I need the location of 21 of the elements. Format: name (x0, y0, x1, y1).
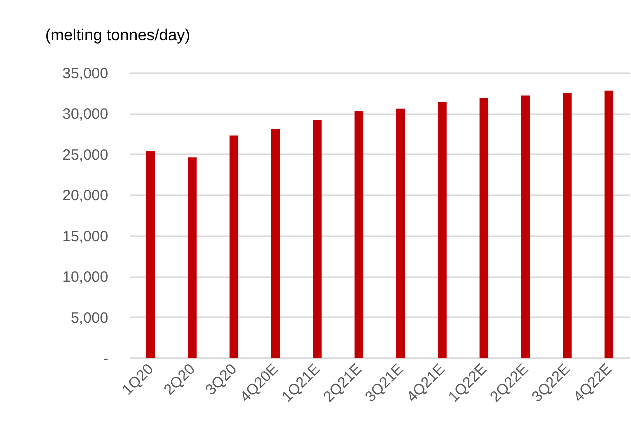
bar (604, 90, 614, 358)
bar (563, 93, 572, 358)
bar (188, 158, 197, 358)
y-tick-label: 30,000 (62, 106, 108, 124)
y-axis-title: (melting tonnes/day) (46, 28, 190, 44)
bar (438, 102, 447, 358)
bar (480, 98, 489, 358)
y-tick-label: - (104, 350, 108, 368)
y-tick-label: 5,000 (70, 310, 108, 327)
y-tick-label: 20,000 (62, 188, 108, 205)
bar (521, 96, 530, 358)
y-tick-label: 15,000 (62, 228, 108, 246)
bar (313, 120, 322, 358)
bar (354, 111, 364, 358)
bar (396, 108, 406, 358)
y-tick-label: 35,000 (62, 66, 108, 82)
y-tick-label: 10,000 (62, 269, 108, 286)
bar (271, 129, 280, 358)
y-tick-label: 25,000 (62, 146, 108, 164)
bar (146, 151, 156, 358)
bar (230, 136, 239, 358)
